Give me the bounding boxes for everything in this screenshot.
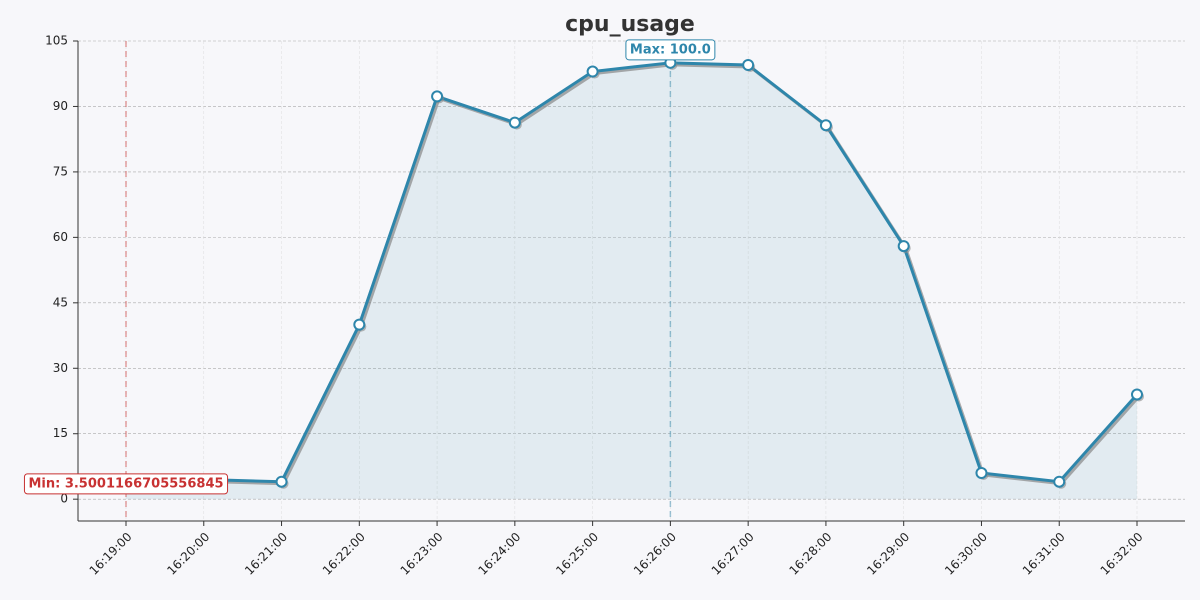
annotation: Min: 3.5001166705556845	[23, 473, 229, 495]
x-tick-label: 16:19:00	[87, 530, 135, 578]
y-tick-label: 75	[53, 164, 68, 178]
y-tick-label: 60	[53, 230, 68, 244]
point	[353, 318, 366, 331]
point	[975, 467, 988, 479]
y-tick-label: 0	[60, 492, 68, 506]
x-tick-label: 16:22:00	[320, 530, 368, 578]
y-tick-label: 45	[53, 295, 68, 309]
x-tick-label: 16:32:00	[1098, 530, 1146, 578]
point	[742, 59, 755, 71]
annotation-box	[23, 473, 229, 495]
point	[275, 475, 288, 488]
x-tick-label: 16:25:00	[553, 530, 601, 578]
y-tick-label: 30	[53, 361, 68, 375]
annotation: Max: 100.0	[625, 39, 716, 61]
x-tick-label: 16:26:00	[631, 530, 679, 578]
x-tick-label: 16:27:00	[709, 530, 757, 578]
point	[586, 65, 599, 78]
point	[819, 119, 832, 132]
x-tick-label: 16:21:00	[242, 530, 290, 578]
x-tick-label: 16:29:00	[864, 530, 912, 578]
x-tick-label: 16:20:00	[164, 530, 212, 578]
line	[125, 61, 1139, 486]
point	[1131, 388, 1143, 401]
x-tick-label: 16:28:00	[787, 530, 835, 578]
point	[1053, 475, 1066, 488]
x-tick-label: 16:23:00	[398, 530, 446, 578]
y-tick-label: 90	[53, 99, 68, 113]
y-tick-label: 15	[53, 426, 68, 440]
annotation-label: Max: 100.0	[630, 42, 711, 57]
annotation-box	[625, 39, 716, 61]
x-tick-label: 16:30:00	[942, 530, 990, 578]
x-tick-label: 16:31:00	[1020, 530, 1068, 578]
y-tick-label: 105	[45, 34, 68, 48]
annotation-label: Min: 3.5001166705556845	[28, 476, 223, 491]
point	[897, 240, 910, 253]
point	[431, 90, 444, 103]
point	[508, 116, 521, 129]
area	[126, 62, 1137, 500]
chart-title: cpu_usage	[565, 12, 695, 37]
x-tick-label: 16:24:00	[475, 530, 523, 578]
